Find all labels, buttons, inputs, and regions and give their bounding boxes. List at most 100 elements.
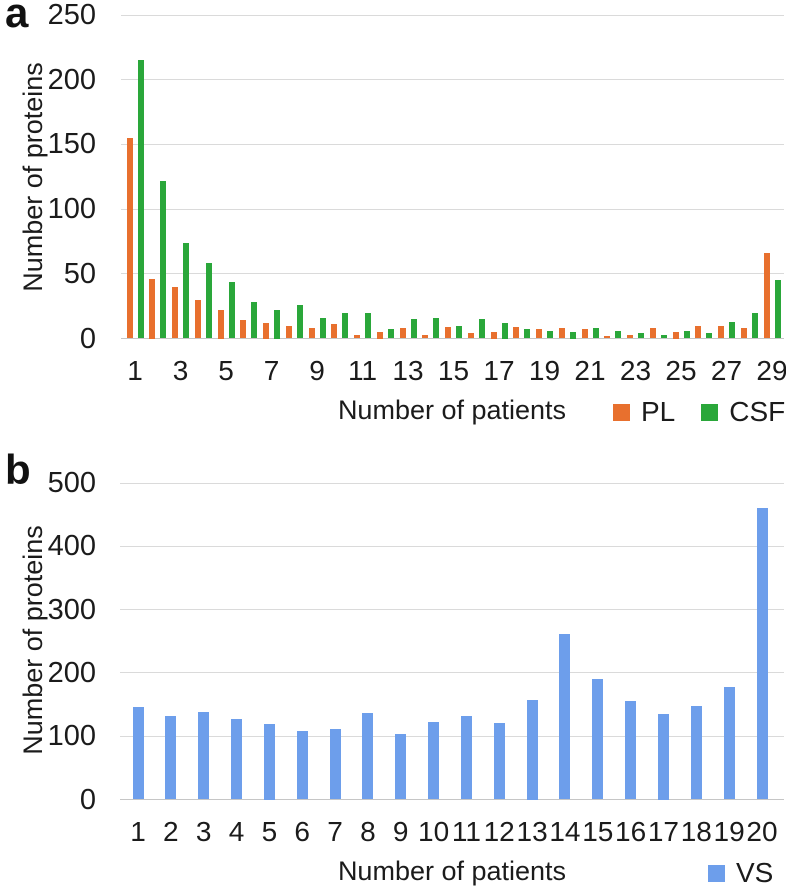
x-tick-label-7: 7 (327, 816, 343, 847)
bar-PL-7 (263, 323, 269, 339)
x-axis-title: Number of patients (337, 395, 567, 425)
bar-CSF-24 (660, 334, 667, 339)
bar-VS-5 (263, 723, 275, 800)
x-tick-label-19: 19 (713, 816, 745, 847)
bar-VS-18 (690, 706, 702, 800)
bar-CSF-26 (706, 333, 713, 339)
legend-label-VS: VS (736, 857, 774, 888)
legend-swatch-PL (613, 403, 630, 421)
bar-CSF-3 (183, 242, 189, 339)
y-tick-label-50: 50 (63, 257, 96, 290)
y-axis-title: Number of proteins (18, 62, 48, 292)
y-axis-title: Number of proteins (18, 525, 48, 755)
bar-CSF-13 (410, 319, 417, 339)
bar-PL-24 (649, 328, 656, 339)
bar-PL-17 (490, 332, 497, 339)
bar-VS-9 (395, 733, 407, 800)
bar-CSF-7 (274, 310, 280, 339)
bar-PL-13 (399, 328, 406, 339)
y-tick-label-200: 200 (47, 63, 96, 96)
bar-VS-19 (723, 686, 735, 800)
y-tick-label-200: 200 (47, 656, 96, 689)
x-tick-label-18: 18 (680, 816, 712, 847)
legend-item-VS: VS (708, 858, 773, 888)
bar-VS-15 (592, 678, 604, 800)
x-tick-label-5: 5 (218, 355, 234, 386)
x-tick-label-17: 17 (483, 355, 515, 386)
bar-VS-11 (460, 715, 472, 800)
bar-CSF-29 (774, 280, 781, 339)
x-tick-label-21: 21 (574, 355, 606, 386)
gridline-100 (120, 735, 784, 737)
x-tick-label-2: 2 (163, 816, 179, 847)
legend: PL CSF (613, 397, 785, 427)
y-tick-label-300: 300 (47, 593, 96, 626)
x-tick-label-20: 20 (746, 816, 778, 847)
x-tick-label-16: 16 (615, 816, 647, 847)
panel-b-label: b (5, 446, 31, 493)
bar-PL-22 (604, 335, 611, 339)
bar-PL-5 (217, 310, 224, 339)
y-tick-label-100: 100 (47, 720, 96, 753)
x-tick-label-13: 13 (516, 816, 548, 847)
bar-VS-10 (428, 721, 440, 800)
bar-PL-26 (695, 325, 702, 339)
bar-VS-16 (625, 700, 637, 800)
bar-PL-2 (149, 279, 156, 339)
y-tick-label-250: 250 (47, 0, 96, 31)
bar-VS-12 (493, 722, 505, 800)
bar-VS-1 (132, 707, 144, 800)
bar-CSF-23 (638, 333, 644, 339)
x-tick-label-9: 9 (309, 355, 325, 386)
bar-VS-8 (362, 713, 374, 800)
bar-PL-18 (513, 326, 520, 339)
bar-CSF-25 (683, 330, 690, 339)
x-tick-label-25: 25 (665, 355, 697, 386)
legend-item-PL: PL (613, 397, 675, 427)
bar-CSF-14 (433, 317, 440, 339)
x-tick-label-6: 6 (294, 816, 310, 847)
x-tick-label-17: 17 (647, 816, 679, 847)
y-tick-label-400: 400 (47, 530, 96, 563)
gridline-150 (121, 143, 784, 145)
bar-VS-20 (756, 507, 768, 800)
bar-PL-6 (240, 320, 247, 339)
bar-VS-3 (198, 712, 210, 800)
x-tick-label-5: 5 (261, 816, 278, 847)
bar-VS-17 (657, 714, 669, 800)
x-tick-label-15: 15 (582, 816, 614, 847)
gridline-300 (120, 609, 784, 611)
bar-CSF-4 (205, 263, 212, 339)
x-tick-label-10: 10 (418, 816, 450, 847)
bar-CSF-11 (365, 312, 371, 339)
bar-PL-9 (308, 328, 315, 339)
legend-swatch-VS (708, 864, 725, 882)
x-axis-title: Number of patients (337, 856, 567, 886)
legend-swatch-CSF (701, 403, 719, 421)
gridline-200 (120, 672, 784, 674)
legend-label-CSF: CSF (729, 396, 786, 427)
y-tick-label-100: 100 (47, 193, 96, 226)
legend-item-CSF: CSF (701, 397, 785, 427)
bar-CSF-28 (751, 312, 758, 339)
x-tick-label-11: 11 (347, 355, 378, 386)
bar-PL-25 (672, 332, 679, 339)
bar-PL-4 (194, 299, 201, 339)
bar-VS-13 (526, 699, 538, 800)
x-tick-label-8: 8 (360, 816, 376, 847)
x-tick-label-14: 14 (549, 816, 581, 847)
x-tick-label-3: 3 (172, 355, 189, 386)
x-tick-label-23: 23 (619, 355, 652, 386)
gridline-500 (120, 482, 784, 484)
gridline-250 (121, 14, 784, 16)
gridline-50 (121, 273, 784, 275)
bar-CSF-19 (547, 330, 553, 339)
y-tick-label-0: 0 (79, 783, 96, 816)
x-tick-label-27: 27 (710, 355, 743, 386)
bar-PL-12 (376, 332, 383, 339)
bar-PL-27 (718, 325, 724, 339)
y-tick-label-150: 150 (47, 128, 96, 161)
